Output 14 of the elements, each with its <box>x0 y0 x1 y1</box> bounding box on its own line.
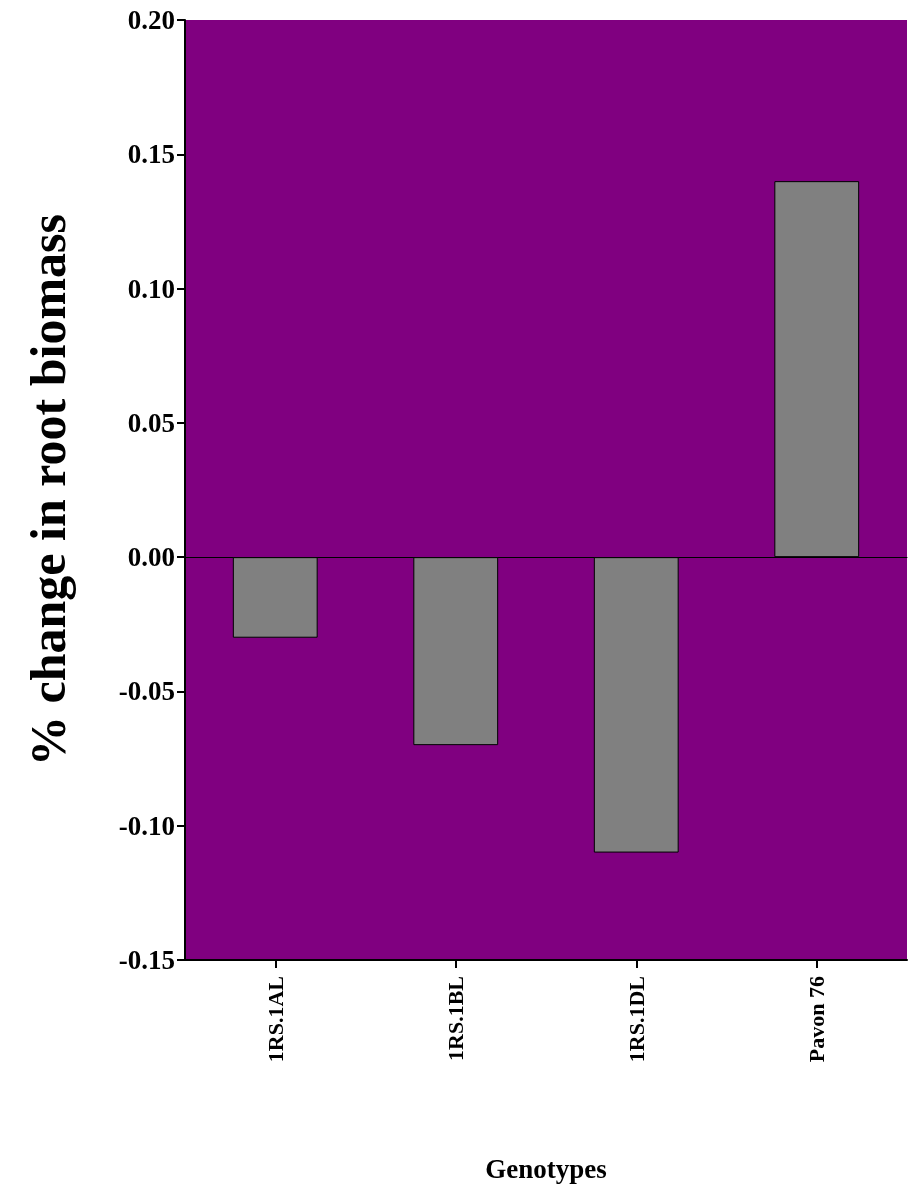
x-axis-title: Genotypes <box>485 1153 607 1184</box>
x-tick-label: 1RS.1DL <box>623 976 649 1063</box>
y-tick-label: -0.10 <box>118 810 175 841</box>
y-axis-title: % change in root biomass <box>20 214 76 766</box>
y-tick-label: 0.00 <box>127 542 175 573</box>
x-tick-label: 1RS.1BL <box>443 976 469 1061</box>
y-tick-label: 0.20 <box>127 5 175 35</box>
x-tick-label: Pavon 76 <box>804 976 830 1063</box>
y-tick-label: 0.05 <box>127 407 175 438</box>
y-tick-label: -0.15 <box>118 945 175 975</box>
y-tick-label: 0.15 <box>127 139 175 170</box>
x-tick-label: 1RS.1AL <box>262 976 288 1063</box>
y-tick-label: 0.10 <box>127 273 175 304</box>
y-tick-label: -0.05 <box>118 676 175 707</box>
